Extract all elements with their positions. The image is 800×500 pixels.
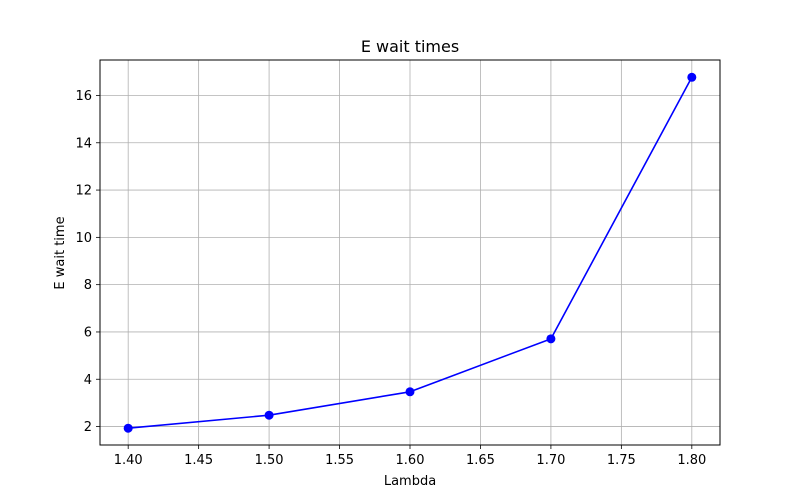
x-tick-label: 1.80 bbox=[677, 453, 706, 468]
grid bbox=[100, 60, 720, 445]
chart-title: E wait times bbox=[361, 37, 459, 56]
y-tick-label: 14 bbox=[75, 136, 92, 151]
y-tick-label: 10 bbox=[75, 231, 92, 246]
x-axis-label: Lambda bbox=[384, 474, 436, 489]
data-point bbox=[123, 423, 133, 433]
y-tick-label: 2 bbox=[84, 420, 92, 435]
axes: 1.40 1.45 1.50 1.55 1.60 1.65 1.70 1.75 1.80 2 4 6 8… bbox=[75, 89, 706, 468]
x-tick-label: 1.65 bbox=[466, 453, 495, 468]
y-tick-label: 12 bbox=[75, 184, 92, 199]
y-tick-label: 4 bbox=[84, 373, 92, 388]
data-point bbox=[405, 387, 415, 397]
x-tick-label: 1.60 bbox=[396, 453, 425, 468]
y-axis-label: E wait time bbox=[53, 216, 68, 289]
y-tick-label: 8 bbox=[84, 278, 92, 293]
x-tick-label: 1.75 bbox=[607, 453, 636, 468]
x-tick-label: 1.70 bbox=[536, 453, 565, 468]
data-point bbox=[687, 72, 697, 82]
x-tick-label: 1.40 bbox=[114, 453, 143, 468]
y-tick-label: 16 bbox=[75, 89, 92, 104]
x-tick-label: 1.45 bbox=[184, 453, 213, 468]
data-point bbox=[546, 334, 556, 344]
data-point bbox=[264, 410, 274, 420]
series-layer bbox=[123, 72, 697, 433]
x-tick-label: 1.50 bbox=[255, 453, 284, 468]
x-tick-label: 1.55 bbox=[325, 453, 354, 468]
y-tick-label: 6 bbox=[84, 325, 92, 340]
